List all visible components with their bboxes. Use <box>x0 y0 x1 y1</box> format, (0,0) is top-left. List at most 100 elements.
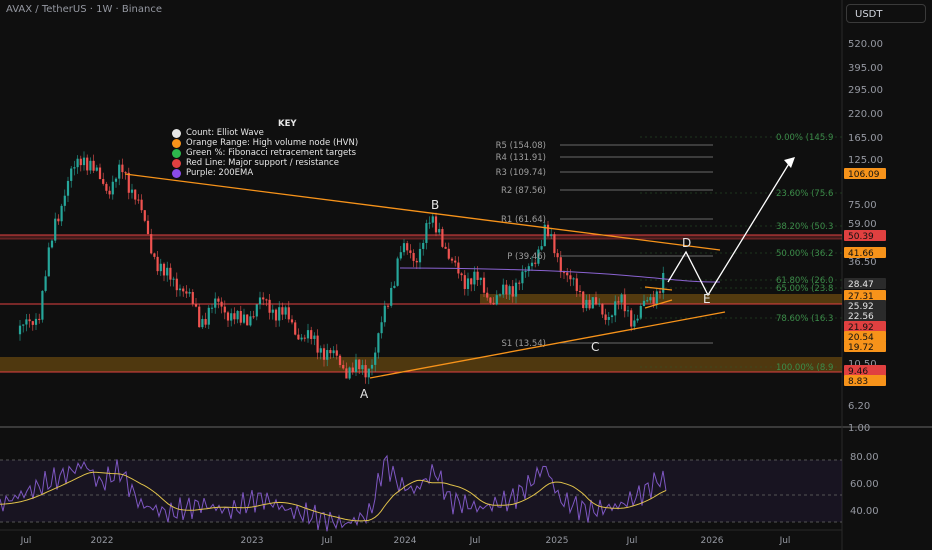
price-label-bg <box>844 290 886 301</box>
legend-dot-icon <box>172 168 181 178</box>
candle-body <box>642 300 646 307</box>
candle-body <box>182 288 185 292</box>
candle-body <box>137 199 140 201</box>
candle-body <box>412 252 415 261</box>
currency-selector[interactable]: USDT <box>846 4 926 23</box>
candle-body <box>460 273 463 276</box>
candle-body <box>521 271 524 284</box>
candle-body <box>175 278 178 291</box>
candle-body <box>374 352 377 365</box>
candle-body <box>89 160 92 171</box>
time-axis[interactable]: Jul 2022 2023 Jul 2024 Jul 2025 Jul 2026 Jul <box>20 536 791 546</box>
price-axis[interactable]: 520.00 395.00 295.00 220.00 165.00 125.00 75.0… <box>848 39 883 434</box>
candle-body <box>121 164 124 173</box>
legend-item: Count: Elliot Wave <box>172 128 358 138</box>
candle-body <box>466 278 470 289</box>
time-tick-label: Jul <box>779 536 791 546</box>
candle-body <box>342 365 345 369</box>
price-label: 50.39 <box>848 232 874 242</box>
candle-body <box>351 367 354 373</box>
candle-body <box>252 316 255 318</box>
candle-body <box>514 282 518 297</box>
candle-body <box>271 309 274 313</box>
candle-body <box>60 205 63 222</box>
candle-body <box>255 304 258 317</box>
candle-body <box>169 267 172 280</box>
wedge-line <box>644 286 673 291</box>
time-tick-label: 2024 <box>394 536 417 546</box>
candle-body <box>508 286 511 295</box>
candle-body <box>201 318 204 328</box>
candle-body <box>166 267 169 276</box>
candle-body <box>108 190 111 195</box>
candle-body <box>428 222 431 224</box>
candle-body <box>543 224 546 247</box>
candle-body <box>582 291 585 309</box>
pivot-label: S1 (13.54) <box>502 339 546 349</box>
candle-body <box>258 297 262 305</box>
candle-body <box>476 271 479 280</box>
price-label: 27.31 <box>848 292 874 302</box>
candle-body <box>66 180 70 196</box>
candle-body <box>588 299 591 309</box>
price-tick-label: 295.00 <box>848 85 883 96</box>
chart-title: AVAX / TetherUS · 1W · Binance <box>6 4 162 15</box>
candle-body <box>662 272 665 293</box>
candle-body <box>217 298 220 302</box>
hvn-zone-mid <box>480 294 842 304</box>
candle-body <box>518 282 521 284</box>
candle-body <box>569 275 572 280</box>
time-tick-label: Jul <box>626 536 638 546</box>
candle-body <box>399 252 402 259</box>
candle-body <box>361 365 364 370</box>
candle-body <box>575 278 578 291</box>
wave-projection <box>667 161 791 297</box>
legend-item: Red Line: Major support / resistance <box>172 158 358 168</box>
price-label-bg <box>844 331 886 342</box>
candle-body <box>210 307 214 309</box>
candle-body <box>70 168 73 181</box>
price-label-bg <box>844 310 886 321</box>
candle-body <box>598 303 601 305</box>
price-tick-label: 6.20 <box>848 401 870 412</box>
candle-body <box>239 310 242 323</box>
candle-body <box>633 320 636 327</box>
price-label-bg <box>844 341 886 352</box>
candle-body <box>553 234 556 254</box>
candle-body <box>47 247 50 277</box>
price-label: 41.66 <box>848 249 874 259</box>
candle-body <box>249 316 252 326</box>
candle-body <box>358 359 361 370</box>
candle-body <box>652 297 655 304</box>
price-label-bg <box>844 300 886 311</box>
candle-body <box>287 307 290 320</box>
candle-body <box>530 262 534 267</box>
candle-body <box>300 337 303 340</box>
candle-body <box>274 309 278 321</box>
candle-body <box>114 178 118 182</box>
key-title: KEY <box>278 119 297 129</box>
candle-body <box>370 364 374 369</box>
candle-body <box>390 287 393 306</box>
legend-item: Green %: Fibonacci retracement targets <box>172 148 358 158</box>
candle-body <box>348 367 351 379</box>
candle-body <box>486 292 489 298</box>
candle-body <box>383 305 386 323</box>
candle-body <box>585 299 588 309</box>
candle-body <box>415 260 418 263</box>
candle-body <box>438 229 441 233</box>
candle-body <box>98 167 102 180</box>
candle-body <box>185 291 188 294</box>
candle-body <box>63 195 66 206</box>
price-tick-label: 75.00 <box>848 200 877 211</box>
candle-body <box>607 317 610 320</box>
candle-body <box>140 199 143 211</box>
candle-body <box>434 216 438 233</box>
candle-body <box>207 307 210 325</box>
candle-body <box>156 256 159 272</box>
candle-body <box>463 275 466 289</box>
candle-body <box>425 223 428 243</box>
candle-body <box>262 297 265 300</box>
pivot-label: R2 (87.56) <box>501 186 546 196</box>
